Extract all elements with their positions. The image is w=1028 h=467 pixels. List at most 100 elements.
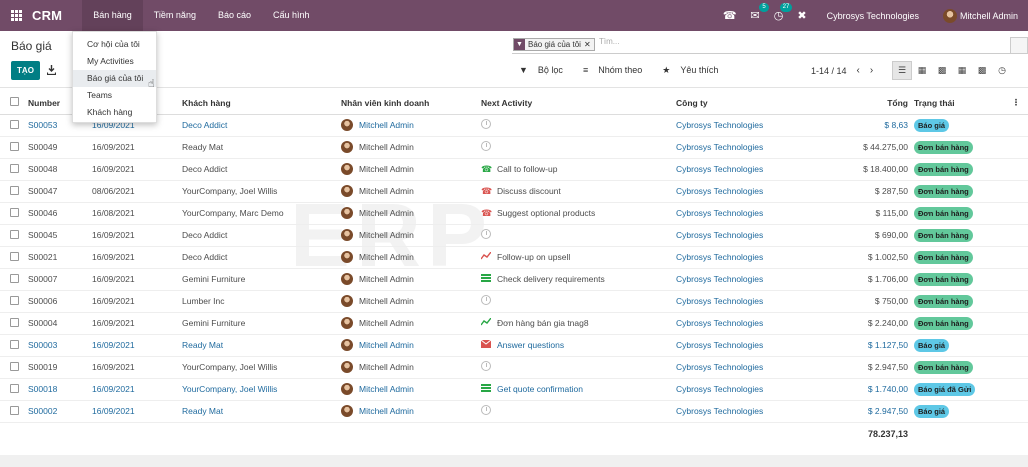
row-number[interactable]: S00021 [28, 246, 92, 269]
column-next-activity[interactable]: Next Activity [481, 92, 676, 115]
calendar-view-icon[interactable]: ▩ [937, 65, 947, 75]
chat-icon[interactable]: ✉ 5 [751, 3, 769, 22]
row-number[interactable]: S00048 [28, 158, 92, 181]
row-number[interactable]: S00007 [28, 268, 92, 291]
row-checkbox[interactable] [0, 158, 28, 181]
row-number[interactable]: S00006 [28, 290, 92, 313]
table-row[interactable]: S00048 16/09/2021 Deco Addict Mitchell Admi… [0, 158, 1028, 181]
phone-icon[interactable]: ☎ [722, 10, 737, 22]
row-number[interactable]: S00004 [28, 312, 92, 335]
row-next-activity[interactable]: ☎ Suggest optional products [481, 202, 676, 225]
debug-tools-icon[interactable]: ✖ [797, 10, 807, 22]
row-number[interactable]: S00046 [28, 202, 92, 225]
filter-button[interactable]: ▼ Bộ lọc [519, 65, 563, 75]
table-row[interactable]: S00006 16/09/2021 Lumber Inc Mitchell Admin… [0, 290, 1028, 313]
phone-red-icon[interactable]: ☎ [481, 185, 493, 196]
menu-reporting[interactable]: Báo cáo [217, 10, 251, 20]
pivot-view-icon[interactable]: ▦ [957, 65, 967, 75]
table-row[interactable]: S00004 16/09/2021 Gemini Furniture Mitchell… [0, 312, 1028, 335]
user-menu[interactable]: Mitchell Admin [942, 8, 1018, 23]
table-row[interactable]: S00047 08/06/2021 YourCompany, Joel Willis… [0, 180, 1028, 203]
row-number[interactable]: S00045 [28, 224, 92, 247]
row-number[interactable]: S00047 [28, 180, 92, 203]
clock-icon[interactable] [481, 119, 491, 131]
row-next-activity[interactable]: ☎ Discuss discount [481, 180, 676, 203]
row-checkbox[interactable] [0, 290, 28, 313]
pager-previous-icon[interactable]: ‹ [856, 65, 860, 76]
row-next-activity[interactable]: ☎ Call to follow-up [481, 158, 676, 181]
row-next-activity[interactable] [481, 356, 676, 379]
pager-next-icon[interactable]: › [869, 65, 874, 76]
menu-leads[interactable]: Tiềm năng [153, 10, 196, 20]
row-next-activity[interactable]: Check delivery requirements [481, 268, 676, 291]
row-next-activity[interactable]: Answer questions [481, 334, 676, 357]
row-next-activity[interactable] [481, 400, 676, 423]
column-total[interactable]: Tổng [826, 92, 912, 115]
select-all-checkbox[interactable] [0, 92, 28, 115]
search-input[interactable] [599, 37, 899, 46]
phone-red-icon[interactable]: ☎ [481, 207, 493, 218]
row-checkbox[interactable] [0, 180, 28, 203]
row-checkbox[interactable] [0, 268, 28, 291]
company-switcher[interactable]: Cybrosys Technologies [826, 10, 919, 21]
kanban-view-icon[interactable]: ▦ [917, 65, 927, 75]
clock-icon[interactable] [481, 295, 491, 307]
table-row[interactable]: S00049 16/09/2021 Ready Mat Mitchell Admin C… [0, 136, 1028, 159]
row-number[interactable]: S00002 [28, 400, 92, 423]
table-row[interactable]: S00002 16/09/2021 Ready Mat Mitchell Admin C… [0, 400, 1028, 423]
row-checkbox[interactable] [0, 400, 28, 423]
clock-icon[interactable] [481, 361, 491, 373]
row-checkbox[interactable] [0, 202, 28, 225]
row-checkbox[interactable] [0, 334, 28, 357]
dropdown-item-my-opportunities[interactable]: Cơ hội của tôi [87, 39, 140, 49]
row-number[interactable]: S00049 [28, 136, 92, 159]
column-status[interactable]: Trạng thái [912, 92, 1004, 115]
app-name[interactable]: CRM [32, 8, 63, 23]
table-row[interactable]: S00018 16/09/2021 YourCompany, Joel Willis… [0, 378, 1028, 401]
row-checkbox[interactable] [0, 224, 28, 247]
menu-sales[interactable]: Bán hàng [82, 0, 143, 31]
clock-icon[interactable] [481, 141, 491, 153]
table-row[interactable]: S00019 16/09/2021 YourCompany, Joel Willis… [0, 356, 1028, 379]
row-checkbox[interactable] [0, 378, 28, 401]
row-checkbox[interactable] [0, 114, 28, 137]
row-next-activity[interactable]: Get quote confirmation [481, 378, 676, 401]
row-checkbox[interactable] [0, 136, 28, 159]
row-checkbox[interactable] [0, 312, 28, 335]
menu-configuration[interactable]: Cấu hình [272, 10, 310, 20]
group-by-button[interactable]: ≡ Nhóm theo [582, 65, 643, 75]
optional-columns-icon[interactable]: ⋮ [1004, 92, 1028, 115]
row-number[interactable]: S00019 [28, 356, 92, 379]
download-icon[interactable] [47, 65, 56, 75]
clock-icon[interactable] [481, 229, 491, 241]
row-next-activity[interactable]: Follow-up on upsell [481, 246, 676, 269]
create-button[interactable]: TẠO [11, 61, 40, 80]
chart-green-icon[interactable] [481, 317, 492, 328]
pager-value[interactable]: 1-14 / 14 [811, 65, 847, 76]
row-checkbox[interactable] [0, 356, 28, 379]
table-row[interactable]: S00021 16/09/2021 Deco Addict Mitchell Admi… [0, 246, 1028, 269]
dropdown-item-teams[interactable]: Teams [87, 90, 113, 100]
dropdown-item-customers[interactable]: Khách hàng [87, 107, 133, 117]
row-next-activity[interactable] [481, 290, 676, 313]
row-next-activity[interactable]: Đơn hàng bán gia tnag8 [481, 312, 676, 335]
table-row[interactable]: S00046 16/08/2021 YourCompany, Marc Demo Mi… [0, 202, 1028, 225]
row-number[interactable]: S00018 [28, 378, 92, 401]
row-next-activity[interactable] [481, 114, 676, 137]
phone-icon[interactable]: ☎ [481, 163, 493, 174]
row-number[interactable]: S00003 [28, 334, 92, 357]
list-green-icon[interactable] [481, 274, 491, 284]
column-customer[interactable]: Khách hàng [182, 92, 341, 115]
apps-menu-icon[interactable] [11, 10, 22, 21]
row-next-activity[interactable] [481, 224, 676, 247]
search-options-toggle[interactable] [1010, 37, 1028, 54]
chart-red-icon[interactable] [481, 251, 492, 262]
table-row[interactable]: S00053 16/09/2021 Deco Addict Mitchell Admi… [0, 114, 1028, 137]
graph-view-icon[interactable]: ▩ [977, 65, 987, 75]
activity-clock-icon[interactable]: ◷ 27 [774, 3, 793, 22]
clock-icon[interactable] [481, 405, 491, 417]
column-company[interactable]: Công ty [676, 92, 826, 115]
row-next-activity[interactable] [481, 136, 676, 159]
table-row[interactable]: S00007 16/09/2021 Gemini Furniture Mitchell… [0, 268, 1028, 291]
remove-facet-icon[interactable]: ✕ [583, 40, 591, 49]
